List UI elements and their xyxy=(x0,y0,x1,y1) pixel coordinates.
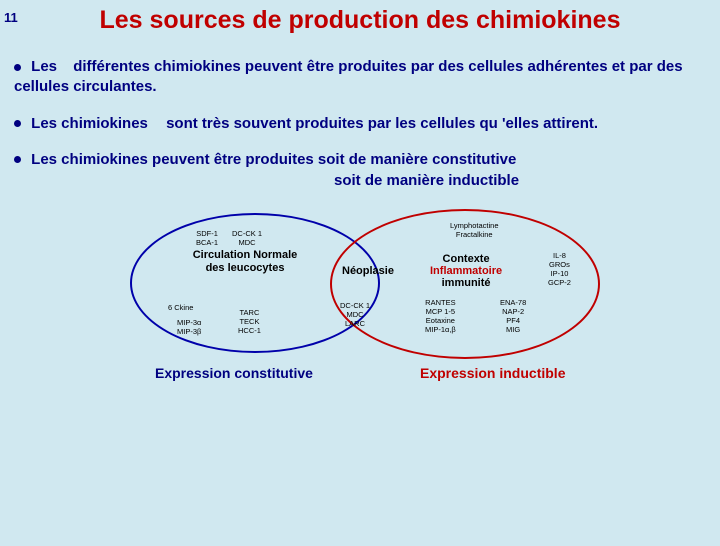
venn-diagram: SDF-1 BCA-1 DC-CK 1 MDC Circulation Norm… xyxy=(0,203,720,403)
bullet-2-rest: sont très souvent produites par les cell… xyxy=(166,115,598,132)
caption-constitutive: Expression constitutive xyxy=(155,365,313,381)
ctx-l1: Contexte xyxy=(443,253,490,265)
chem-right-col3: IL-8 GROs IP-10 GCP-2 xyxy=(548,251,571,287)
bullet-dot-icon xyxy=(14,120,21,127)
ctx-l3: immunité xyxy=(442,277,491,289)
bullet-1-lead: Les xyxy=(31,58,57,75)
chem-list-left-top-2: DC-CK 1 MDC xyxy=(232,229,262,247)
section-title-circulation: Circulation Normale des leucocytes xyxy=(190,249,300,274)
bullet-2: Les chimiokines sont très souvent produi… xyxy=(14,114,706,134)
page-number: 11 xyxy=(4,10,18,25)
bullet-3-line2: soit de manière inductible xyxy=(14,172,706,189)
chem-list-left-top-1: SDF-1 BCA-1 xyxy=(196,229,218,247)
chem-mip3: MIP-3α MIP-3β xyxy=(177,318,201,336)
chem-right-top: Lymphotactine Fractalkine xyxy=(450,221,499,239)
chem-6ckine: 6 Ckine xyxy=(168,303,193,312)
bullet-3-line1: Les chimiokines peuvent être produites s… xyxy=(31,151,516,168)
chem-right-col1: RANTES MCP 1-5 Eotaxine MIP-1α,β xyxy=(425,298,456,334)
caption-inductible: Expression inductible xyxy=(420,365,565,381)
section-title-neoplasie: Néoplasie xyxy=(342,265,394,277)
page-title: Les sources de production des chimiokine… xyxy=(0,6,720,35)
bullet-1-rest: différentes chimiokines peuvent être pro… xyxy=(14,58,683,95)
bullet-list: Les différentes chimiokines peuvent être… xyxy=(0,57,720,189)
chem-tarc: TARC TECK HCC-1 xyxy=(238,308,261,335)
bullet-1: Les différentes chimiokines peuvent être… xyxy=(14,57,706,98)
bullet-dot-icon xyxy=(14,64,21,71)
chem-right-col2: ENA-78 NAP-2 PF4 MIG xyxy=(500,298,526,334)
section-title-inflammatoire: Contexte Inflammatoire immunité xyxy=(430,253,502,289)
bullet-dot-icon xyxy=(14,156,21,163)
chem-mid-list: DC-CK 1 MDC LARC xyxy=(340,301,370,328)
bullet-2-lead: Les chimiokines xyxy=(31,115,148,132)
ctx-l2: Inflammatoire xyxy=(430,265,502,277)
bullet-3: Les chimiokines peuvent être produites s… xyxy=(14,150,706,170)
